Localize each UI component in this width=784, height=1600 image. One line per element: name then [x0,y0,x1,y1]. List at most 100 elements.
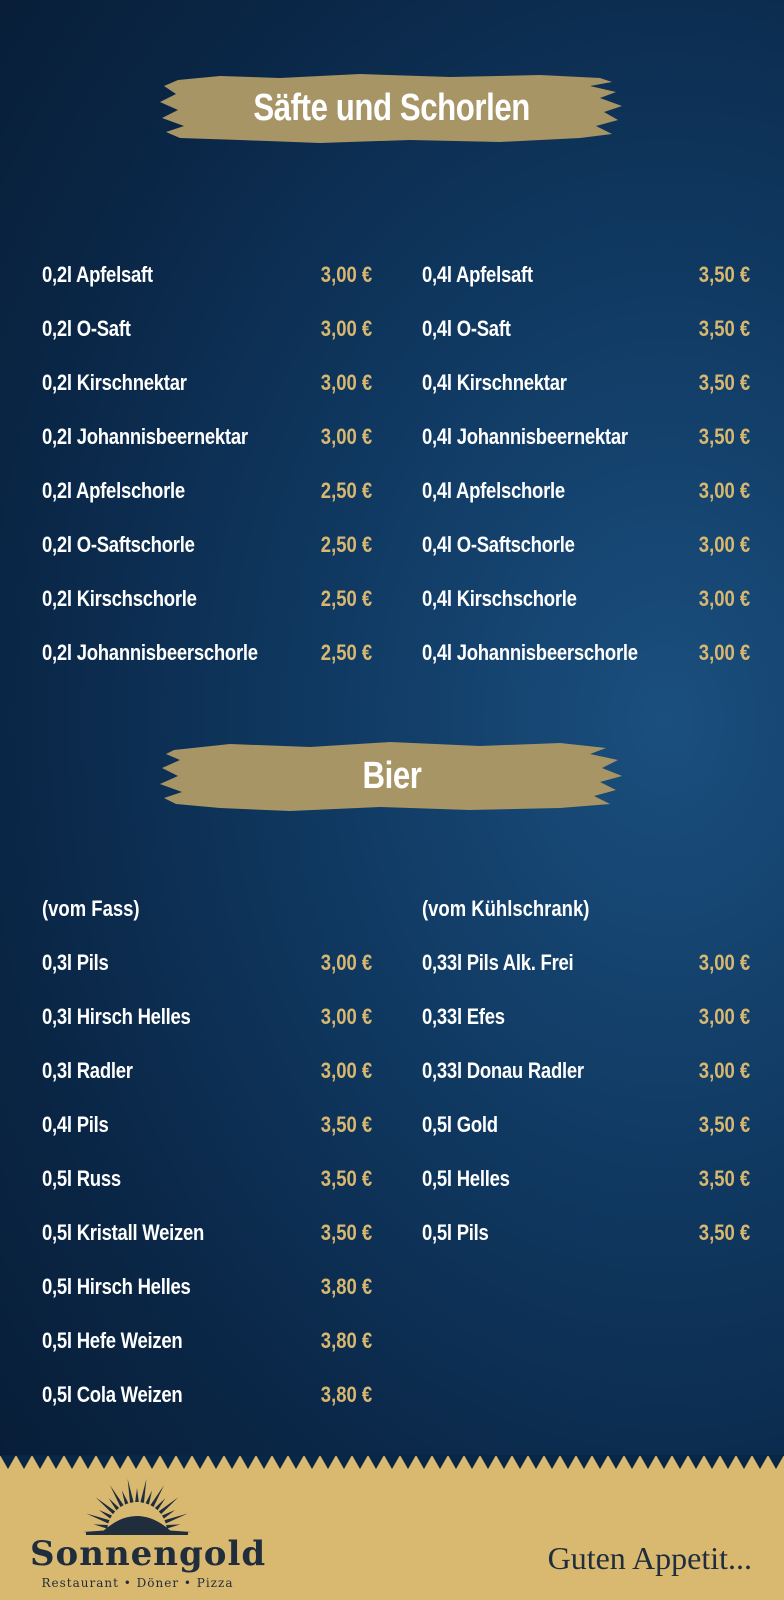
menu-item: 0,2l Johannisbeernektar 3,00 € [42,410,372,464]
menu-item: 0,3l Pils 3,00 € [42,936,372,990]
menu-item-price: 3,00 € [320,370,372,395]
menu-item-name: 0,2l Apfelsaft [42,262,153,287]
menu-item-name: 0,3l Pils [42,950,109,975]
brand-logo: Sonnengold Restaurant • Döner • Pizza [30,1476,267,1596]
menu-item-price: 3,80 € [320,1274,372,1299]
menu-item: 0,4l Apfelschorle 3,00 € [422,464,750,518]
menu-item-name: 0,33l Pils Alk. Frei [422,950,574,975]
menu-item: 0,2l O-Saftschorle 2,50 € [42,518,372,572]
bier-left-column: (vom Fass) 0,3l Pils 3,00 €0,3l Hirsch He… [42,882,372,1422]
menu-item-price: 3,00 € [698,950,750,975]
subheading-vom-kuehlschrank: (vom Kühlschrank) [422,896,590,921]
menu-item-price: 3,50 € [320,1166,372,1191]
menu-item-price: 3,00 € [698,532,750,557]
menu-item-name: 0,2l Johannisbeernektar [42,424,248,449]
menu-item-price: 3,50 € [698,370,750,395]
saefte-left-column: 0,2l Apfelsaft 3,00 €0,2l O-Saft 3,00 €0,2… [42,248,372,680]
menu-item-price: 3,50 € [698,1112,750,1137]
menu-item-name: 0,2l Kirschnektar [42,370,187,395]
menu-item-name: 0,2l Johannisbeerschorle [42,640,258,665]
menu-item: 0,4l Apfelsaft 3,50 € [422,248,750,302]
menu-item-name: 0,4l Apfelschorle [422,478,565,503]
section-banner-bier: Bier [160,740,624,812]
menu-item: 0,33l Pils Alk. Frei 3,00 € [422,936,750,990]
brand-tagline: Restaurant • Döner • Pizza [41,1576,234,1590]
menu-item-name: 0,4l O-Saft [422,316,511,341]
section-title: Bier [362,754,422,797]
menu-item-price: 3,00 € [320,1058,372,1083]
menu-item-name: 0,2l O-Saft [42,316,131,341]
menu-item-name: 0,5l Helles [422,1166,510,1191]
footer: Sonnengold Restaurant • Döner • Pizza Gu… [0,1455,784,1600]
menu-item-price: 3,50 € [320,1220,372,1245]
section-title: Säfte und Schorlen [253,86,531,129]
menu-item-name: 0,33l Donau Radler [422,1058,584,1083]
menu-item: 0,33l Donau Radler 3,00 € [422,1044,750,1098]
brush-stroke-icon [160,742,622,811]
menu-item-price: 3,50 € [698,424,750,449]
menu-item: 0,4l Pils 3,50 € [42,1098,372,1152]
menu-item-name: 0,4l O-Saftschorle [422,532,575,557]
menu-item-price: 3,00 € [698,1058,750,1083]
menu-item-name: 0,5l Kristall Weizen [42,1220,205,1245]
bier-right-column: (vom Kühlschrank) 0,33l Pils Alk. Frei 3,… [422,882,750,1260]
menu-item-price: 3,00 € [320,262,372,287]
menu-item: 0,2l Apfelschorle 2,50 € [42,464,372,518]
menu-item: 0,33l Efes 3,00 € [422,990,750,1044]
menu-item-price: 3,00 € [320,424,372,449]
menu-item-price: 3,50 € [698,1220,750,1245]
menu-item-name: 0,4l Apfelsaft [422,262,533,287]
sun-rays-icon [83,1478,191,1535]
menu-item-price: 3,00 € [698,586,750,611]
menu-item-price: 3,00 € [320,950,372,975]
menu-item-price: 3,50 € [698,262,750,287]
menu-item-price: 3,80 € [320,1328,372,1353]
menu-item: 0,5l Cola Weizen 3,80 € [42,1368,372,1422]
menu-item: 0,2l O-Saft 3,00 € [42,302,372,356]
zigzag-border-icon [0,1455,784,1469]
menu-item-name: 0,4l Johannisbeerschorle [422,640,638,665]
menu-item: 0,4l O-Saft 3,50 € [422,302,750,356]
brand-name: Sonnengold [30,1534,267,1574]
menu-item: 0,3l Radler 3,00 € [42,1044,372,1098]
menu-item-price: 3,80 € [320,1382,372,1407]
menu-item-name: 0,5l Hefe Weizen [42,1328,183,1353]
menu-item-name: 0,5l Hirsch Helles [42,1274,191,1299]
menu-item: 0,4l Johannisbeernektar 3,50 € [422,410,750,464]
menu-item: 0,4l Kirschschorle 3,00 € [422,572,750,626]
saefte-right-column: 0,4l Apfelsaft 3,50 €0,4l O-Saft 3,50 €0,4… [422,248,750,680]
menu-item-price: 2,50 € [320,478,372,503]
menu-item-name: 0,2l Kirschschorle [42,586,197,611]
menu-item-name: 0,5l Gold [422,1112,498,1137]
menu-item: 0,5l Hefe Weizen 3,80 € [42,1314,372,1368]
menu-item: 0,5l Gold 3,50 € [422,1098,750,1152]
menu-item: 0,5l Pils 3,50 € [422,1206,750,1260]
slogan: Guten Appetit... [547,1540,752,1576]
menu-item: 0,2l Kirschnektar 3,00 € [42,356,372,410]
section-banner-saefte: Säfte und Schorlen [160,72,624,144]
menu-item-name: 0,5l Russ [42,1166,121,1191]
menu-item-price: 3,50 € [698,316,750,341]
menu-item: 0,5l Kristall Weizen 3,50 € [42,1206,372,1260]
menu-item-name: 0,2l O-Saftschorle [42,532,195,557]
menu-item-name: 0,2l Apfelschorle [42,478,185,503]
subheading-vom-fass: (vom Fass) [42,896,140,921]
menu-item: 0,2l Johannisbeerschorle 2,50 € [42,626,372,680]
menu-item-name: 0,4l Johannisbeernektar [422,424,628,449]
menu-item-price: 2,50 € [320,640,372,665]
menu-item-price: 3,00 € [320,316,372,341]
menu-item-price: 3,50 € [320,1112,372,1137]
menu-item-name: 0,3l Radler [42,1058,133,1083]
menu-item-name: 0,4l Pils [42,1112,109,1137]
menu-item-price: 3,00 € [698,478,750,503]
menu-item-name: 0,4l Kirschnektar [422,370,567,395]
menu-item-price: 3,00 € [698,640,750,665]
menu-item: 0,3l Hirsch Helles 3,00 € [42,990,372,1044]
menu-item: 0,4l O-Saftschorle 3,00 € [422,518,750,572]
menu-item-price: 3,00 € [698,1004,750,1029]
menu-item-price: 3,50 € [698,1166,750,1191]
menu-item-name: 0,3l Hirsch Helles [42,1004,191,1029]
menu-item-price: 3,00 € [320,1004,372,1029]
menu-item: 0,2l Apfelsaft 3,00 € [42,248,372,302]
menu-item: 0,4l Johannisbeerschorle 3,00 € [422,626,750,680]
